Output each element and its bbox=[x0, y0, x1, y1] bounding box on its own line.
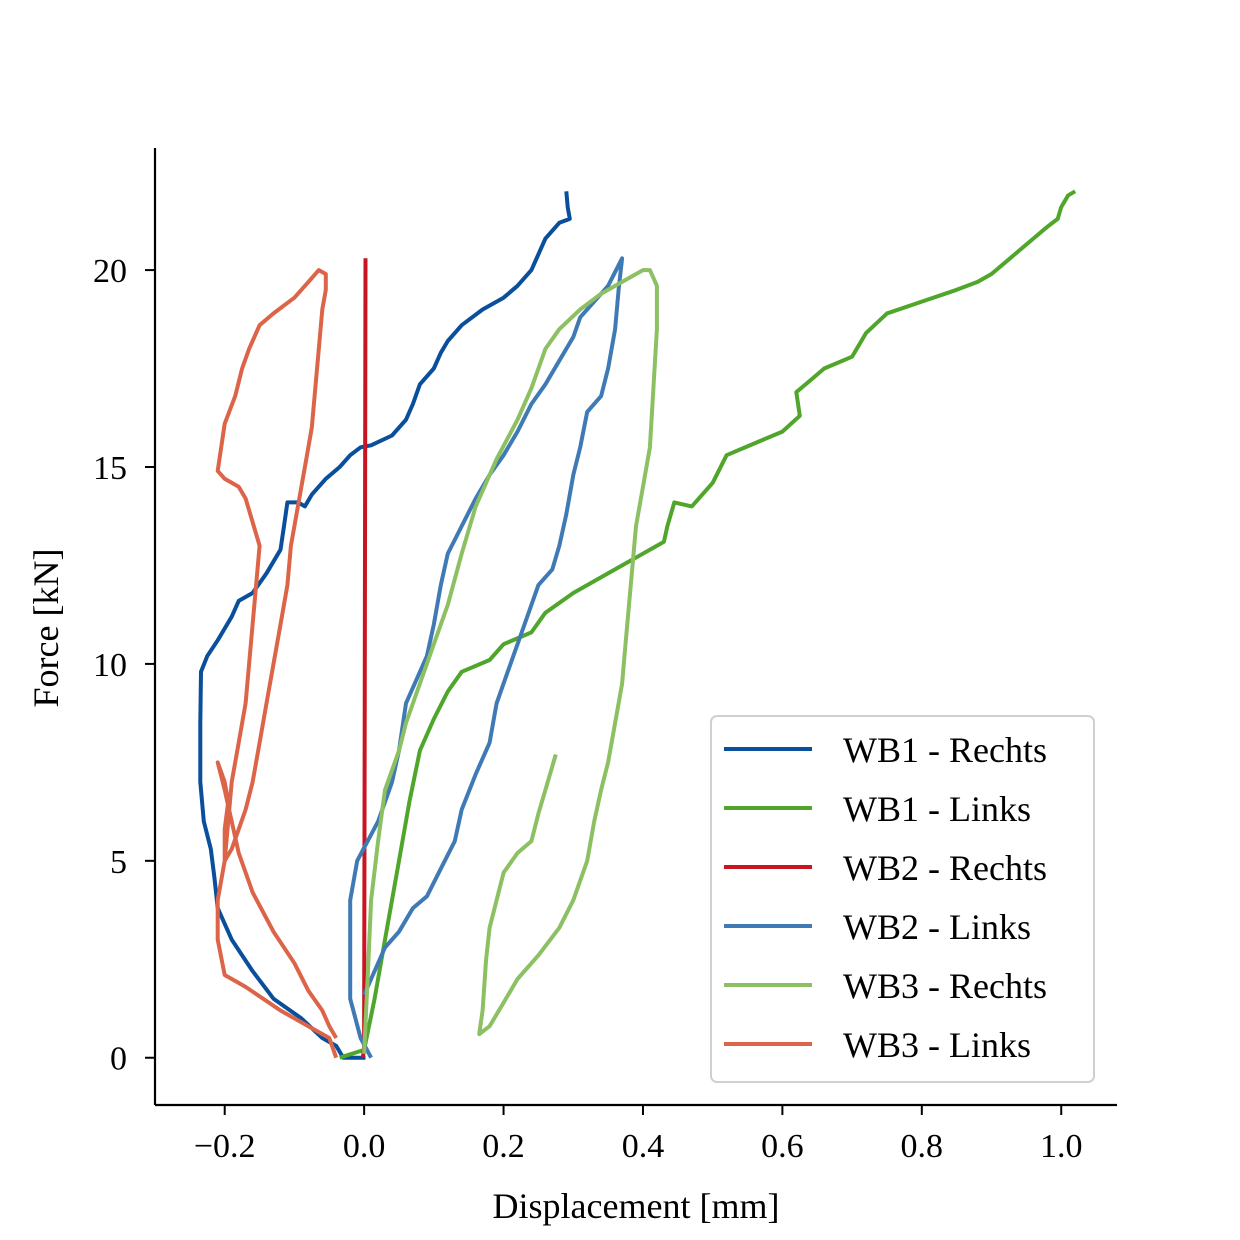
series-line-3 bbox=[360, 258, 368, 1059]
y-tick-label: 0 bbox=[110, 1041, 127, 1078]
series-line-6 bbox=[215, 268, 339, 1059]
legend-label: WB2 - Links bbox=[843, 907, 1031, 947]
series-line-1 bbox=[198, 191, 572, 1060]
y-tick-label: 5 bbox=[110, 844, 127, 881]
legend-label: WB2 - Rechts bbox=[843, 848, 1047, 888]
legend-label: WB1 - Links bbox=[843, 789, 1031, 829]
axes: −0.2 0.0 0.2 0.4 0.6 0.8 1.0 0 5 10 15 20 bbox=[93, 148, 1117, 1165]
y-tick-label: 10 bbox=[93, 647, 127, 684]
x-tick-label: 0.6 bbox=[761, 1128, 804, 1165]
y-tick-label: 20 bbox=[93, 253, 127, 290]
legend-label: WB3 - Links bbox=[843, 1025, 1031, 1065]
y-tick-label: 15 bbox=[93, 450, 127, 487]
x-tick-label: 1.0 bbox=[1040, 1128, 1083, 1165]
series-line-5 bbox=[362, 268, 659, 1054]
legend: WB1 - Rechts WB1 - Links WB2 - Rechts WB2 -… bbox=[710, 715, 1095, 1083]
plot-lines bbox=[198, 189, 1077, 1060]
legend-label: WB1 - Rechts bbox=[843, 730, 1047, 770]
series-line-4 bbox=[348, 256, 625, 1059]
x-axis-label: Displacement [mm] bbox=[493, 1186, 780, 1226]
legend-label: WB3 - Rechts bbox=[843, 966, 1047, 1006]
x-tick-label: 0.4 bbox=[622, 1128, 665, 1165]
x-tick-label: 0.8 bbox=[901, 1128, 944, 1165]
y-axis-label: Force [kN] bbox=[26, 549, 66, 708]
series-line-2 bbox=[339, 189, 1077, 1060]
x-tick-label: −0.2 bbox=[194, 1128, 256, 1165]
x-tick-label: 0.2 bbox=[482, 1128, 525, 1165]
x-tick-label: 0.0 bbox=[343, 1128, 386, 1165]
